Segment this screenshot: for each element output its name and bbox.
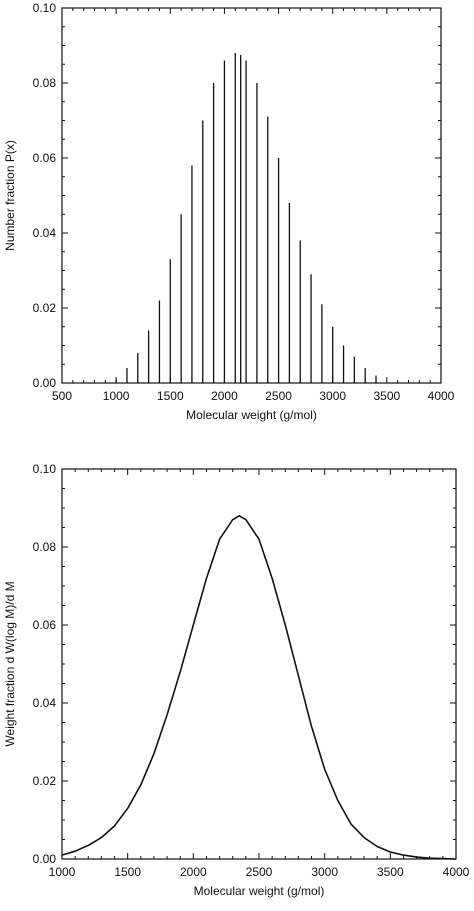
y-axis-title: Number fraction P(x) (3, 140, 17, 251)
series-line (61, 515, 457, 860)
x-tick-label: 2500 (265, 389, 292, 403)
plot-frame (61, 7, 442, 384)
y-tick-label: 0.08 (33, 540, 57, 554)
x-tick-label: 1500 (114, 865, 141, 879)
y-axis-title: Weight fraction d W(log M)/d M (3, 581, 17, 746)
x-tick-label: 3000 (319, 389, 346, 403)
x-tick-label: 3000 (311, 865, 338, 879)
number-fraction-chart: 500 1000 1500 2000 2500 3000 3500 4000 0.00 0.02 0… (3, 1, 455, 422)
y-tick-label: 0.10 (33, 462, 57, 476)
plot-frame (61, 468, 457, 860)
x-tick-label: 500 (52, 389, 72, 403)
x-tick-label: 2500 (246, 865, 273, 879)
y-tick-label: 0.06 (33, 618, 57, 632)
x-tick-label: 3500 (377, 865, 404, 879)
y-tick-label: 0.08 (33, 76, 57, 90)
x-tick-label: 1000 (103, 389, 130, 403)
x-tick-label: 4000 (443, 865, 470, 879)
y-tick-label: 0.10 (33, 1, 57, 15)
x-tick-label: 1500 (157, 389, 184, 403)
x-tick-label: 2000 (211, 389, 238, 403)
y-tick-label: 0.02 (33, 301, 57, 315)
y-tick-label: 0.02 (33, 774, 57, 788)
x-axis-title: Molecular weight (g/mol) (186, 408, 317, 422)
weight-fraction-chart: 1000 1500 2000 2500 3000 3500 4000 0.00 0.02 0.04… (3, 462, 470, 898)
x-tick-label: 3500 (374, 389, 401, 403)
x-tick-label: 4000 (428, 389, 455, 403)
y-tick-label: 0.04 (33, 226, 57, 240)
x-tick-label: 2000 (180, 865, 207, 879)
y-tick-label: 0.00 (33, 852, 57, 866)
x-tick-label: 1000 (49, 865, 76, 879)
y-tick-label: 0.06 (33, 151, 57, 165)
y-tick-label: 0.00 (33, 376, 57, 390)
x-axis-title: Molecular weight (g/mol) (194, 884, 325, 898)
y-tick-label: 0.04 (33, 696, 57, 710)
